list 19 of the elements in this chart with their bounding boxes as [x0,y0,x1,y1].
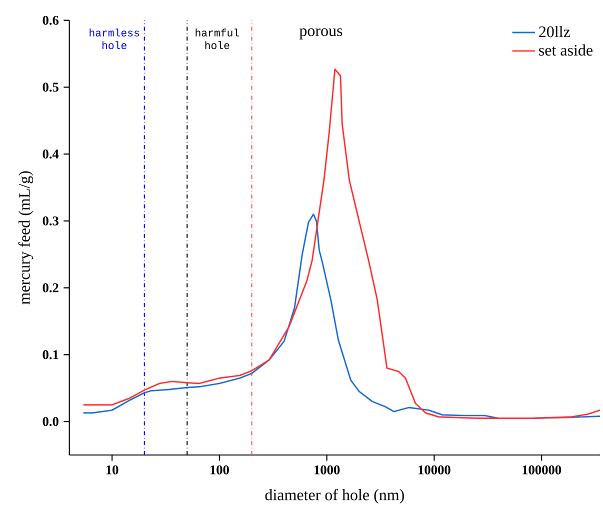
y-tick-label: 0.4 [42,150,59,159]
y-tick-label: 0.3 [42,216,58,226]
x-tick-label: 10000 [418,465,450,474]
legend-label: set aside [539,44,592,56]
y-tick-label: 0.0 [42,417,58,426]
x-tick-label: 10 [106,465,118,474]
x-tick-label: 100 [210,465,229,474]
annotation: harmful hole [196,28,239,50]
y-tick-label: 0.6 [42,16,59,25]
y-tick-label: 0.2 [42,283,58,292]
legend-label: 20llz [539,26,570,38]
x-tick-label: 1000 [314,465,340,474]
annotation: harmless hole [90,28,140,50]
annotation: porous [299,28,342,40]
y-tick-label: 0.5 [42,82,58,92]
y-tick-label: 0.1 [42,350,58,360]
x-axis-title: diameter of hole (nm) [265,488,404,504]
x-tick-label: 100000 [522,465,562,474]
y-axis-title: mercury feed (mL/g) [18,171,34,304]
